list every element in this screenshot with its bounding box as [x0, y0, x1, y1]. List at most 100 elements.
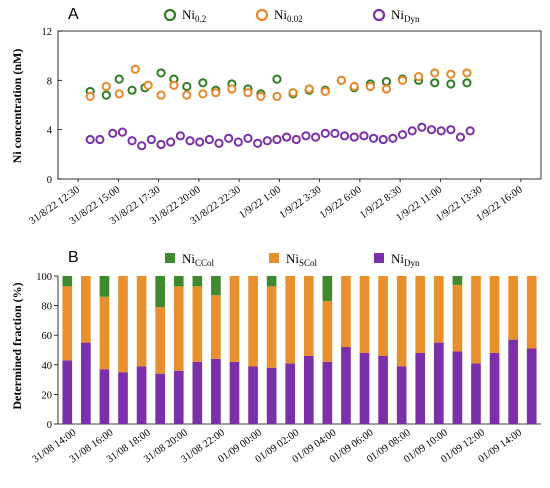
panel-a-NiDyn-point-8 [166, 137, 176, 147]
panel-a-NiDyn-point-34 [417, 122, 427, 132]
panel-b-NiSCol-bar-6 [173, 286, 184, 371]
panel-a-Ni0.02-point-24 [446, 69, 456, 79]
panel-a-NiDyn-point-33 [407, 126, 417, 136]
panel-b-NiDyn-bar-17 [378, 355, 388, 424]
panel-a-NiDyn-point-1 [95, 134, 105, 145]
panel-a-Ni0.02-point-15 [304, 84, 314, 94]
panel-b-NiSCol-bar-10 [248, 276, 258, 367]
panel-a-legend-label-2: NiDyn [391, 7, 420, 24]
panel-a-Ni0.02-point-19 [365, 81, 375, 92]
panel-a-NiDyn-point-29 [368, 133, 379, 143]
panel-b-NiDyn-bar-10 [248, 366, 258, 424]
panel-a-NiDyn-point-9 [175, 131, 185, 141]
panel-b-NiSCol-bar-22 [471, 276, 481, 364]
panel-a-Ni0.2-point-5 [156, 68, 166, 78]
panel-a-NiDyn-point-16 [243, 133, 253, 143]
panel-a-NiDyn-point-18 [262, 136, 272, 146]
panel-b-NiCCol-bar-7 [192, 276, 203, 287]
panel-b-legend-marker-2 [374, 253, 384, 263]
panel-a-NiDyn-point-22 [301, 131, 311, 141]
panel-a-NiDyn-point-28 [359, 131, 369, 141]
panel-a-NiDyn-point-2 [108, 128, 118, 138]
panel-a-y-axis-label: Ni concentration (nM) [10, 49, 24, 164]
panel-a-Ni0.02-point-16 [320, 86, 330, 97]
panel-b-NiDyn-bar-18 [396, 366, 407, 424]
panel-b-NiSCol-bar-3 [118, 276, 128, 373]
panel-a-NiDyn-point-15 [233, 137, 243, 147]
panel-b-NiDyn-bar-21 [452, 351, 463, 424]
panel-b-NiCCol-bar-6 [173, 276, 184, 287]
panel-b-NiSCol-bar-7 [192, 286, 203, 362]
panel-b-NiSCol-bar-19 [415, 276, 426, 353]
panel-a-NiDyn-point-37 [446, 125, 456, 135]
panel-a-Ni0.02-point-20 [381, 84, 392, 94]
panel-a-NiDyn-point-27 [349, 132, 359, 142]
panel-b-NiSCol-bar-11 [266, 286, 277, 368]
panel-b-NiCCol-bar-2 [99, 276, 110, 297]
panel-b-y-tick-label-2: 40 [42, 361, 53, 372]
panel-a-NiDyn-point-3 [117, 127, 128, 137]
panel-b-NiCCol-bar-8 [211, 276, 221, 296]
panel-b-legend: NiCCol NiSCol NiDyn [165, 251, 420, 268]
panel-a-NiDyn-point-0 [85, 134, 95, 145]
panel-b-NiSCol-bar-12 [285, 276, 296, 364]
panel-b-NiDyn-bar-3 [118, 372, 128, 424]
panel-a-legend-marker-2 [372, 8, 386, 22]
panel-a-Ni0.02-point-25 [462, 68, 472, 78]
panel-a-NiDyn-point-30 [378, 134, 388, 145]
panel-a-NiDyn-point-25 [330, 128, 340, 138]
panel-a-y-tick-label-0: 0 [47, 175, 52, 186]
panel-b-legend-marker-0 [165, 253, 175, 263]
panel-a-Ni0.2-point-3 [127, 85, 137, 95]
panel-a-NiDyn-point-23 [311, 132, 321, 142]
panel-a-NiDyn-point-24 [320, 128, 330, 138]
panel-b-y-ticks: 0 20 40 60 80 100 [36, 272, 58, 431]
panel-a-x-tick-label-6: 1/9/22 3:30 [278, 184, 324, 221]
panel-a-Ni0.2-point-8 [198, 78, 208, 88]
panel-b-y-tick-label-1: 20 [42, 390, 53, 401]
panel-a-NiDyn-point-39 [465, 126, 475, 136]
panel-b-NiSCol-bar-18 [396, 276, 407, 367]
panel-b-legend-label-1: NiSCol [286, 251, 318, 268]
panel-a-Ni0.02-point-22 [414, 72, 424, 82]
panel-b-legend-label-2: NiDyn [391, 251, 420, 268]
panel-a-letter: A [68, 6, 79, 23]
panel-a-legend-marker-0 [163, 8, 177, 22]
panel-b-NiSCol-bar-16 [359, 276, 370, 353]
panel-a-Ni0.02-point-23 [430, 68, 440, 78]
panel-b-NiSCol-bar-24 [508, 276, 518, 340]
panel-a-plot-frame [57, 30, 542, 180]
panel-b-NiDyn-bar-20 [433, 342, 444, 424]
panel-b-NiDyn-bar-11 [266, 367, 277, 424]
panel-b-NiDyn-bar-16 [359, 352, 370, 424]
panel-b-NiSCol-bar-13 [303, 276, 314, 356]
panel-a-Ni0.02-point-14 [288, 88, 298, 98]
panel-b-NiDyn-bar-25 [526, 348, 537, 424]
panel-b-y-tick-label-0: 0 [47, 420, 52, 431]
panel-a-Ni0.02-point-10 [227, 84, 237, 94]
panel-a-legend: Ni0.2 Ni0.02 NiDyn [163, 7, 420, 24]
panel-a-legend-label-1: Ni0.02 [274, 7, 303, 24]
panel-a-NiDyn-point-6 [146, 134, 156, 145]
panel-b-NiCCol-bar-21 [452, 276, 463, 285]
panel-b-y-tick-label-3: 60 [42, 331, 53, 342]
panel-b-NiDyn-bar-23 [489, 352, 500, 424]
panel-a-Ni0.02-point-11 [243, 88, 253, 98]
panel-a-Ni0.02-point-8 [198, 89, 208, 99]
panel-a-NiDyn-point-14 [224, 133, 234, 143]
panel-b: B NiCCol NiSCol NiDyn Determined fraction … [10, 249, 541, 465]
panel-b-NiDyn-bar-12 [285, 363, 296, 424]
panel-a-points [85, 64, 475, 151]
panel-b-NiDyn-bar-2 [99, 369, 110, 424]
panel-b-NiSCol-bar-17 [378, 276, 388, 356]
panel-a-NiDyn-point-35 [426, 125, 437, 135]
panel-b-NiSCol-bar-5 [155, 307, 166, 374]
panel-b-NiSCol-bar-21 [452, 284, 463, 352]
panel-a-Ni0.02-point-7 [182, 90, 192, 100]
panel-a-y-tick-label-1: 4 [47, 126, 53, 137]
panel-b-NiSCol-bar-9 [229, 276, 240, 362]
panel-b-NiSCol-bar-0 [62, 286, 73, 361]
panel-b-NiDyn-bar-22 [471, 363, 481, 424]
panel-a-Ni0.02-point-5 [156, 90, 166, 100]
panel-a-Ni0.2-point-20 [381, 76, 392, 87]
